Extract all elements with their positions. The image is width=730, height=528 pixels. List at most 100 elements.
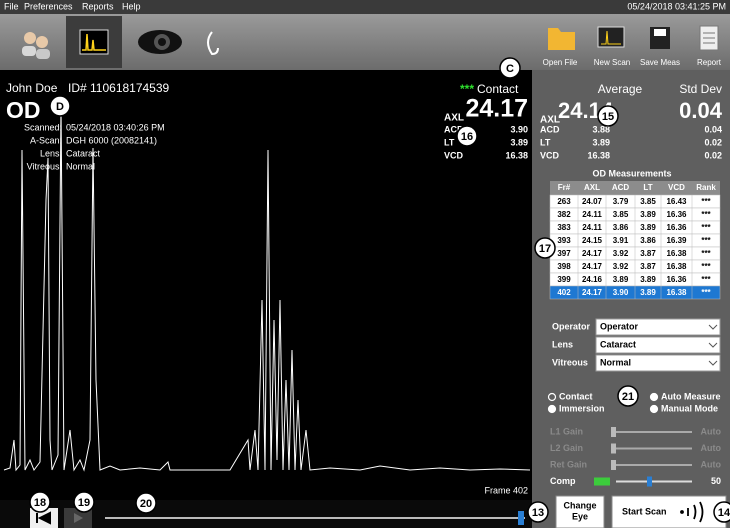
measure-value: 3.89 (510, 137, 528, 147)
table-cell: 16.38 (666, 262, 687, 271)
table-cell: 16.39 (666, 236, 687, 245)
toolbar-label[interactable]: New Scan (594, 58, 630, 67)
table-cell: *** (701, 223, 711, 232)
toolbar-label[interactable]: Save Meas (640, 58, 680, 67)
table-cell: 3.92 (613, 249, 629, 258)
change-eye-button[interactable] (555, 495, 605, 528)
menu-item[interactable]: Reports (82, 1, 114, 11)
radio[interactable] (547, 392, 557, 402)
setting-label: Operator (552, 321, 591, 331)
change-eye-label: Change (563, 500, 596, 510)
gain-thumb[interactable] (611, 427, 616, 437)
gain-value: 50 (711, 476, 721, 486)
table-cell: *** (701, 210, 711, 219)
gain-thumb[interactable] (611, 443, 616, 454)
menu-item[interactable]: File (4, 1, 19, 11)
annotation-label: 13 (532, 507, 544, 519)
annotation-label: 20 (140, 498, 152, 510)
table-cell: 24.11 (582, 210, 602, 219)
table-cell: 3.86 (640, 236, 656, 245)
table-cell: 3.90 (613, 288, 629, 297)
table-cell: 382 (557, 210, 571, 219)
field-label: Vitreous: (27, 161, 62, 171)
field-label: Lens: (40, 148, 62, 158)
waveform (3, 104, 531, 472)
table-cell: 16.36 (666, 275, 687, 284)
table-cell: *** (701, 236, 711, 245)
toolbar-label[interactable]: Report (697, 58, 722, 67)
column-header: ACD (612, 183, 630, 192)
table-cell: *** (701, 262, 711, 271)
first-frame-icon (36, 511, 51, 525)
gain-value: Auto (701, 426, 722, 436)
radio[interactable] (649, 392, 659, 402)
dropdown-arrow (708, 342, 718, 348)
annotation-marker (49, 95, 71, 117)
column-header: Fr# (558, 183, 571, 192)
option-label: Manual Mode (661, 403, 718, 413)
table-cell: 383 (557, 223, 571, 232)
gain-thumb[interactable] (611, 460, 616, 470)
gain-thumb[interactable] (647, 476, 652, 487)
field-label: Scanned: (24, 122, 62, 132)
table-cell: 24.07 (582, 197, 603, 206)
start-scan-label: Start Scan (622, 506, 667, 516)
field-value: Normal (66, 161, 95, 171)
table-cell: 16.38 (666, 249, 687, 258)
annotation-label: D (56, 101, 64, 113)
table-cell: 3.89 (640, 210, 656, 219)
column-header: Rank (696, 183, 716, 192)
summary-avg: 3.89 (592, 137, 610, 147)
start-scan-button[interactable] (611, 495, 727, 528)
summary-avg: 16.38 (587, 150, 610, 160)
frame-slider-thumb[interactable] (518, 511, 524, 525)
column-header: AXL (584, 183, 600, 192)
table-cell: 3.89 (640, 223, 656, 232)
gain-label: L2 Gain (550, 443, 583, 453)
dropdown-arrow (708, 360, 718, 366)
radio[interactable] (649, 404, 659, 414)
table-cell: 399 (557, 275, 571, 284)
table-cell: 397 (557, 249, 571, 258)
table-cell: 3.85 (640, 197, 656, 206)
change-eye-label: Eye (572, 511, 588, 521)
table-cell: *** (701, 288, 711, 297)
radio[interactable] (547, 404, 557, 414)
table-cell: 402 (557, 288, 571, 297)
field-value: DGH 6000 (20082141) (66, 135, 157, 145)
dropdown[interactable] (595, 354, 721, 372)
gain-label: Comp (550, 476, 576, 486)
annotation-label: 16 (461, 131, 473, 143)
annotation-label: 21 (622, 391, 634, 403)
gain-value: Auto (701, 443, 722, 453)
axl-value: 24.17 (465, 95, 528, 123)
option-label: Immersion (559, 403, 605, 413)
table-cell: 16.36 (666, 223, 687, 232)
annotation-marker (534, 237, 556, 259)
summary-sd: 0.02 (704, 150, 722, 160)
annotation-marker (29, 491, 51, 513)
table-cell: 3.92 (613, 262, 629, 271)
annotation-marker (617, 385, 639, 407)
column-header: VCD (668, 183, 685, 192)
comp-indicator (594, 477, 610, 486)
annotation-marker (527, 501, 549, 523)
table-cell: 263 (557, 197, 571, 206)
stars: *** (460, 82, 474, 96)
setting-label: Vitreous (552, 357, 588, 367)
table-cell: 3.89 (640, 275, 656, 284)
table-cell: *** (701, 275, 711, 284)
measure-label: ACD (444, 124, 464, 134)
table-cell: *** (701, 197, 711, 206)
summary-label: VCD (540, 150, 560, 160)
toolbar-label[interactable]: Open File (543, 58, 578, 67)
dropdown[interactable] (595, 318, 721, 336)
annotation-label: 17 (539, 243, 551, 255)
table-cell: 24.15 (582, 236, 603, 245)
annotation-label: 18 (34, 497, 46, 509)
menu-item[interactable]: Help (122, 1, 141, 11)
table-cell: 3.89 (613, 275, 629, 284)
menu-item[interactable]: Preferences (24, 1, 73, 11)
dropdown[interactable] (595, 336, 721, 354)
